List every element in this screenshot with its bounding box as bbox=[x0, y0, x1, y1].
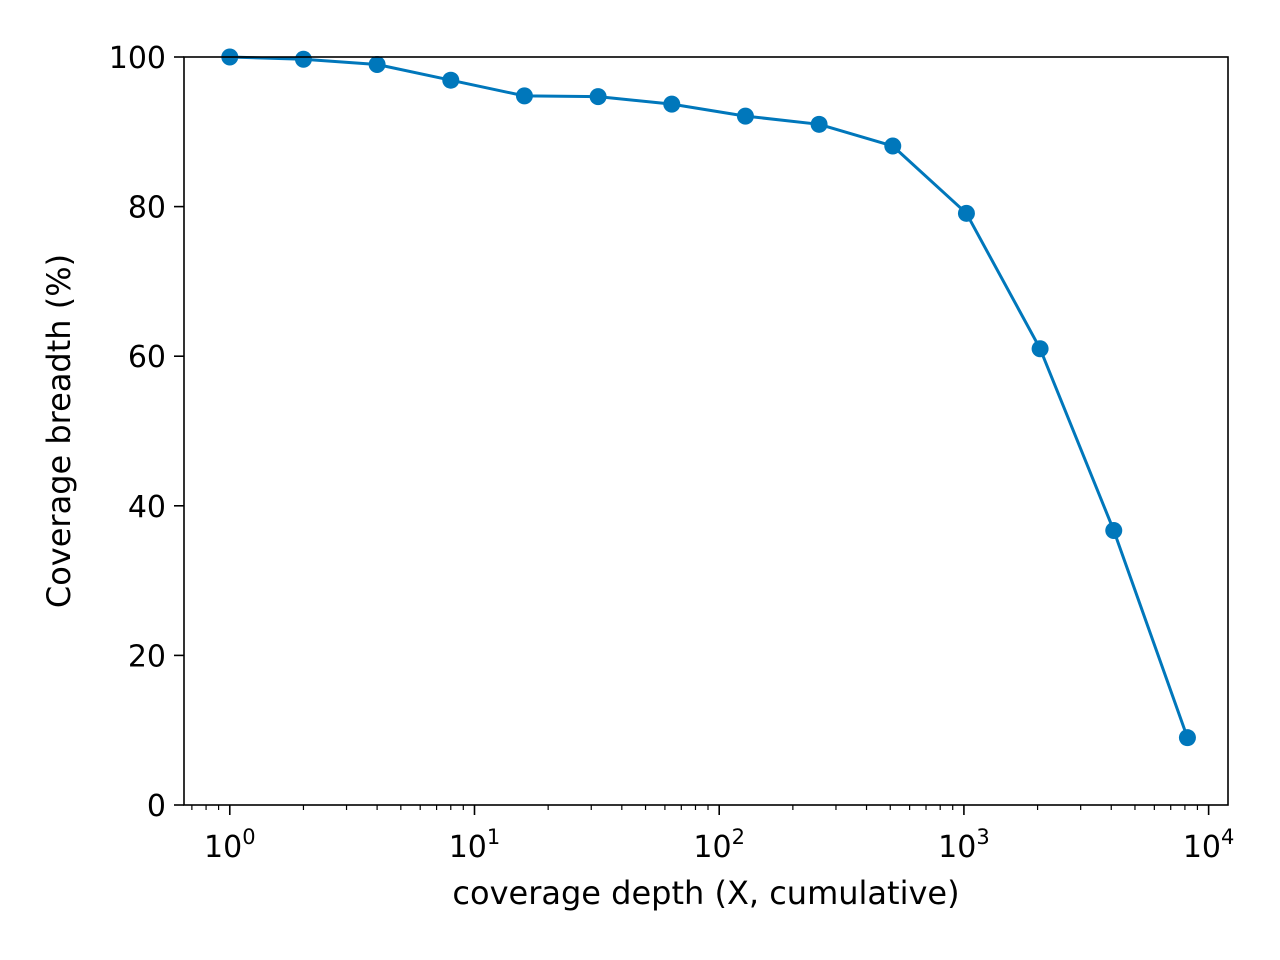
y-tick-label: 0 bbox=[147, 789, 166, 824]
plot-area bbox=[184, 57, 1228, 805]
x-tick-label: 103 bbox=[938, 825, 990, 865]
x-tick-label: 100 bbox=[204, 825, 256, 865]
data-point bbox=[1031, 340, 1049, 358]
x-minor-ticks bbox=[191, 805, 1199, 810]
data-point bbox=[810, 115, 828, 133]
x-axis-ticks: 100 101 102 103 104 bbox=[204, 805, 1234, 865]
x-axis-label: coverage depth (X, cumulative) bbox=[452, 874, 959, 912]
data-point bbox=[294, 50, 312, 68]
data-point bbox=[884, 137, 902, 155]
x-tick-label: 104 bbox=[1183, 825, 1235, 865]
y-axis-label: Coverage breadth (%) bbox=[40, 254, 78, 608]
data-point bbox=[589, 88, 607, 106]
series-line bbox=[229, 55, 1189, 739]
y-tick-label: 100 bbox=[109, 41, 166, 76]
y-tick-label: 60 bbox=[128, 340, 166, 375]
x-tick-label: 102 bbox=[693, 825, 745, 865]
y-tick-label: 40 bbox=[128, 490, 166, 525]
data-point bbox=[957, 204, 975, 222]
data-point bbox=[442, 71, 460, 89]
x-tick-label: 101 bbox=[449, 825, 501, 865]
y-axis-ticks: 0 20 40 60 80 100 bbox=[109, 41, 184, 824]
data-point bbox=[1105, 521, 1123, 539]
data-point bbox=[368, 55, 386, 73]
y-tick-label: 20 bbox=[128, 639, 166, 674]
data-point bbox=[736, 107, 754, 125]
data-point bbox=[1178, 729, 1196, 747]
data-point bbox=[515, 87, 533, 105]
y-tick-label: 80 bbox=[128, 191, 166, 226]
plot-frame bbox=[183, 56, 1229, 806]
series-layer bbox=[221, 48, 1196, 747]
data-point bbox=[663, 95, 681, 113]
